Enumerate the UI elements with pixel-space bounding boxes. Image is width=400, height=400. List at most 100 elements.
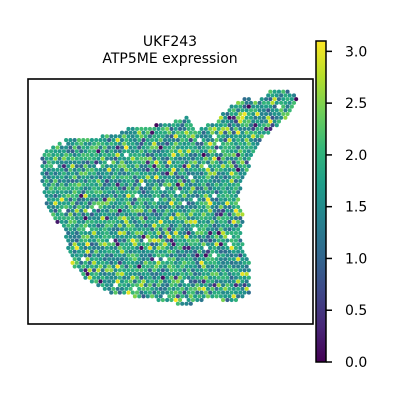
- spot-point: [141, 264, 146, 269]
- spot-point: [150, 190, 155, 195]
- spot-point: [154, 234, 159, 239]
- spot-point: [227, 219, 232, 224]
- spot-point: [173, 186, 178, 191]
- spot-point: [83, 171, 88, 176]
- spot-point: [143, 178, 148, 184]
- spot-point: [195, 134, 200, 139]
- spot-point: [238, 275, 243, 280]
- spot-point: [212, 149, 217, 154]
- spot-point: [76, 145, 82, 150]
- spot-point: [66, 208, 71, 213]
- spot-point: [195, 231, 200, 236]
- spot-point: [231, 294, 236, 299]
- spot-point: [216, 201, 221, 206]
- spot-point: [102, 152, 107, 158]
- spot-point: [190, 178, 195, 184]
- spot-point: [152, 171, 157, 176]
- spot-point: [221, 253, 226, 258]
- spot-point: [141, 160, 146, 165]
- spot-point: [139, 171, 144, 176]
- spot-point: [171, 212, 176, 217]
- spot-point: [66, 245, 71, 251]
- spot-point: [197, 190, 202, 195]
- spot-point: [203, 216, 208, 221]
- spot-point: [231, 271, 236, 277]
- spot-point: [190, 245, 195, 251]
- spot-point: [128, 257, 133, 262]
- spot-point: [199, 171, 204, 176]
- spot-point: [169, 260, 174, 265]
- colorbar-gradient: [315, 40, 327, 363]
- spot-point: [225, 193, 230, 198]
- spot-point: [135, 201, 140, 206]
- spot-point: [100, 283, 105, 288]
- spot-point: [83, 201, 88, 206]
- spot-point: [205, 145, 211, 150]
- spot-point: [165, 275, 170, 280]
- spot-point: [203, 141, 208, 146]
- spot-point: [264, 119, 269, 124]
- spot-point: [210, 160, 215, 165]
- spot-point: [109, 186, 114, 191]
- spot-point: [233, 164, 238, 169]
- spot-point: [132, 294, 137, 299]
- spot-point: [137, 219, 142, 224]
- spot-point: [218, 130, 223, 135]
- spot-point: [145, 197, 150, 202]
- spot-point: [173, 216, 178, 221]
- spot-point: [158, 219, 163, 224]
- spot-point: [221, 290, 226, 295]
- spot-point: [150, 145, 155, 150]
- spot-point: [152, 238, 157, 243]
- spot-point: [107, 249, 112, 254]
- spot-point: [188, 167, 193, 172]
- spot-point: [92, 186, 97, 191]
- spot-point: [139, 245, 144, 251]
- spot-point: [150, 152, 155, 158]
- spot-point: [201, 234, 206, 239]
- spot-point: [76, 219, 82, 224]
- spot-point: [115, 257, 120, 262]
- spot-point: [203, 223, 208, 228]
- spot-point: [236, 115, 241, 120]
- spot-point: [141, 175, 146, 180]
- spot-point: [244, 257, 249, 262]
- spot-point: [180, 204, 185, 210]
- spot-point: [104, 208, 109, 213]
- spot-point: [57, 193, 62, 198]
- spot-point: [130, 253, 135, 258]
- spot-point: [162, 182, 168, 187]
- spot-point: [147, 156, 152, 161]
- spot-point: [171, 204, 176, 210]
- spot-point: [154, 271, 159, 277]
- spot-point: [115, 152, 120, 158]
- spot-point: [205, 257, 211, 262]
- spot-point: [64, 190, 69, 195]
- spot-point: [227, 160, 232, 165]
- spot-point: [87, 141, 92, 146]
- spot-point: [167, 286, 172, 291]
- spot-point: [167, 271, 172, 277]
- spot-point: [253, 108, 258, 113]
- spot-point: [124, 219, 129, 224]
- spot-point: [259, 111, 264, 117]
- spot-point: [49, 201, 54, 206]
- spot-point: [244, 115, 249, 120]
- spot-point: [227, 182, 232, 187]
- spot-point: [233, 171, 238, 176]
- spot-point: [210, 264, 215, 269]
- spot-point: [169, 149, 174, 154]
- spot-point: [199, 186, 204, 191]
- spot-point: [167, 123, 172, 128]
- spot-point: [96, 238, 101, 243]
- spot-point: [205, 264, 211, 269]
- spot-point: [137, 264, 142, 269]
- spot-point: [55, 204, 60, 210]
- spot-point: [184, 249, 189, 254]
- spot-point: [81, 138, 86, 143]
- spot-point: [147, 149, 152, 154]
- spot-point: [55, 197, 60, 202]
- spot-point: [223, 294, 228, 299]
- spot-point: [201, 264, 206, 269]
- spot-point: [74, 178, 79, 184]
